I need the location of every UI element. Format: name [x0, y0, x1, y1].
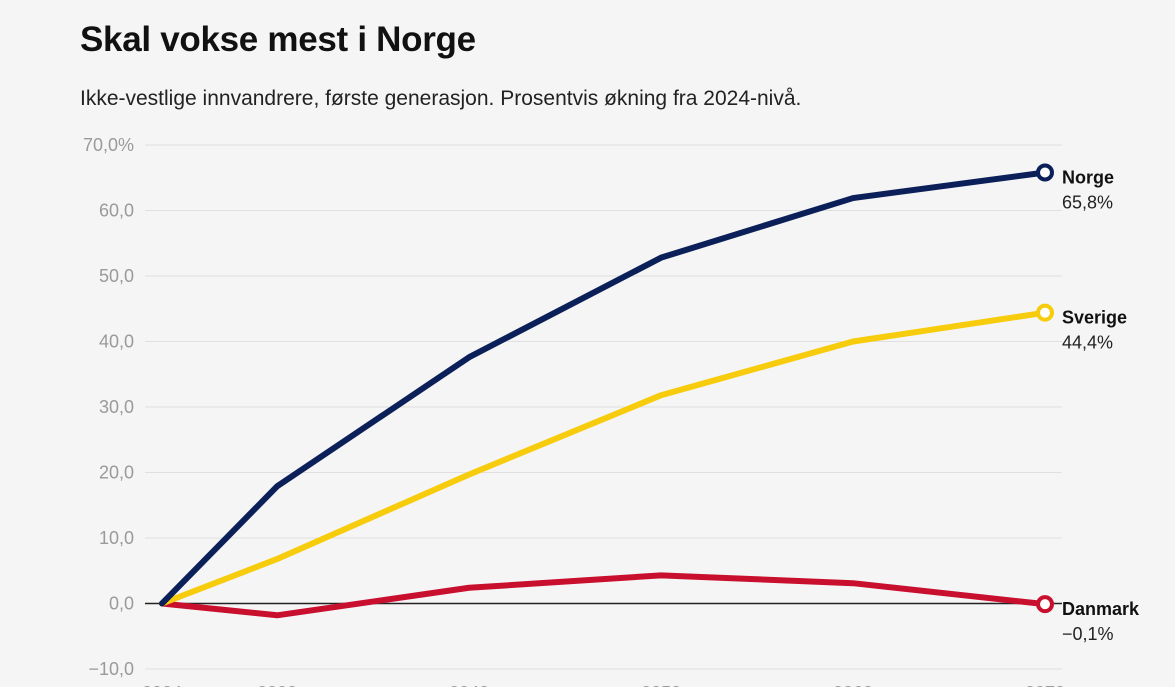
- x-tick-label: 2050: [641, 683, 681, 687]
- y-tick-label: 20,0: [99, 463, 134, 483]
- end-point-danmark: [1036, 595, 1054, 614]
- series-name-label: Norge: [1062, 168, 1114, 188]
- x-tick-label: 2024: [142, 683, 182, 687]
- series-line-danmark: [159, 572, 1048, 619]
- y-axis-ticks: −10,0 0,0 10,0 20,0 30,0 40,0 50,0 60,0 70,0%: [83, 135, 134, 679]
- y-tick-label: 30,0: [99, 397, 134, 417]
- series-line-sverige: [159, 309, 1048, 607]
- x-tick-label: 2060: [833, 683, 873, 687]
- series-name-label: Sverige: [1062, 308, 1127, 328]
- x-tick-label: 2030: [257, 683, 297, 687]
- end-point-sverige: [1036, 303, 1054, 322]
- y-tick-label: 70,0%: [83, 135, 134, 155]
- x-tick-label: 2070: [1025, 683, 1065, 687]
- y-tick-label: −10,0: [88, 659, 134, 679]
- y-tick-label: 10,0: [99, 528, 134, 548]
- y-tick-label: 0,0: [109, 594, 134, 614]
- y-tick-label: 40,0: [99, 332, 134, 352]
- chart-title: Skal vokse mest i Norge: [80, 20, 476, 59]
- series-line-norge: [159, 169, 1048, 607]
- series-value-label: 44,4%: [1062, 333, 1113, 353]
- grid-lines: [145, 144, 1062, 670]
- series-name-label: Danmark: [1062, 599, 1140, 619]
- y-tick-label: 50,0: [99, 266, 134, 286]
- series-lines: [159, 163, 1054, 619]
- x-tick-label: 2040: [449, 683, 489, 687]
- end-point-norge: [1036, 163, 1054, 182]
- y-tick-label: 60,0: [99, 201, 134, 221]
- x-axis-ticks: 2024 2030 2040 2050 2060 2070: [142, 683, 1065, 687]
- series-end-labels: Danmark −0,1% Sverige 44,4% Norge 65,8%: [1062, 168, 1140, 645]
- series-value-label: 65,8%: [1062, 193, 1113, 213]
- chart-subtitle: Ikke-vestlige innvandrere, første genera…: [80, 87, 802, 110]
- series-value-label: −0,1%: [1062, 624, 1114, 644]
